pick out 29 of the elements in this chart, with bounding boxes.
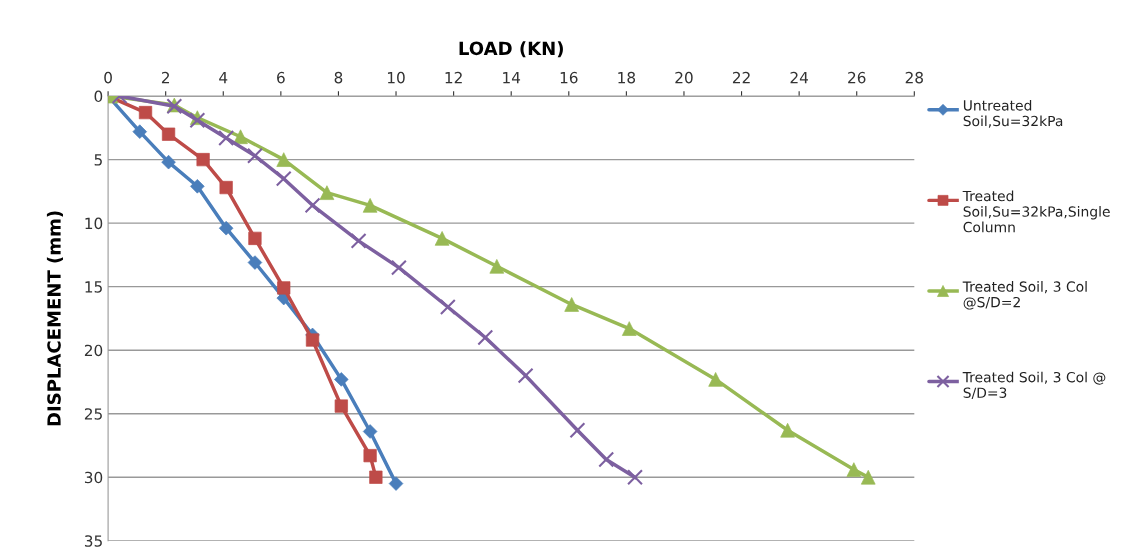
legend-label: Untreated Soil,Su=32kPa: [963, 99, 1063, 128]
x-tick-label: 14: [503, 72, 521, 84]
legend-label: Treated Soil,Su=32kPa,Single Column: [962, 190, 1110, 233]
x-tick-label: 10: [387, 71, 405, 84]
y-tick-label: 15: [85, 281, 102, 293]
legend-label: Treated Soil, 3 Col @ S/D=3: [962, 371, 1106, 400]
x-tick-label: 20: [675, 71, 693, 84]
legend-label: Treated Soil, 3 Col @S/D=2: [962, 281, 1087, 310]
y-tick-label: 0: [94, 90, 103, 103]
y-tick-label: 20: [84, 344, 103, 357]
x-tick-label: 4: [219, 72, 228, 84]
x-tick-label: 22: [732, 71, 750, 84]
x-tick-label: 18: [618, 71, 636, 84]
x-tick-label: 28: [905, 71, 923, 84]
x-tick-label: 12: [445, 71, 462, 84]
x-tick-label: 8: [334, 71, 343, 84]
x-tick-label: 6: [277, 71, 285, 84]
x-tick-label: 16: [560, 71, 578, 84]
y-tick-label: 35: [84, 535, 102, 547]
y-axis-title: DISPLACEMENT (mm): [46, 211, 63, 426]
x-tick-label: 0: [104, 71, 112, 84]
x-tick-label: 2: [161, 71, 170, 84]
y-tick-label: 5: [94, 154, 102, 166]
x-axis-title: LOAD (KN): [459, 41, 563, 58]
x-tick-label: 24: [790, 71, 808, 84]
y-tick-label: 30: [84, 471, 103, 484]
x-tick-label: 26: [848, 71, 866, 84]
y-tick-label: 10: [85, 217, 103, 230]
y-tick-label: 25: [84, 408, 102, 420]
